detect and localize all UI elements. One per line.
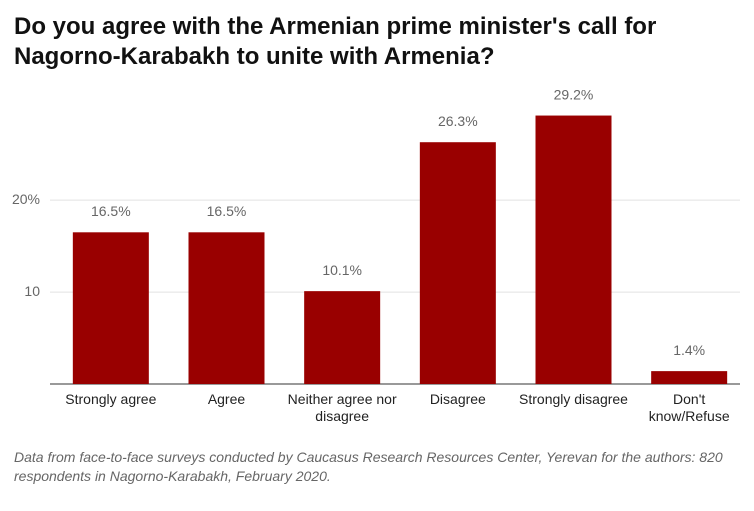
bar	[535, 115, 612, 384]
x-tick-label: Neither agree nor disagree	[287, 391, 397, 424]
value-label: 16.5%	[207, 203, 247, 219]
chart-title: Do you agree with the Armenian prime min…	[14, 13, 657, 70]
bar	[419, 142, 496, 384]
value-label: 26.3%	[438, 113, 478, 129]
value-label: 16.5%	[91, 203, 131, 219]
bar	[188, 232, 265, 384]
x-tick-label: Strongly agree	[65, 391, 157, 407]
source-note: Data from face-to-face surveys conducted…	[14, 449, 723, 484]
bar	[72, 232, 149, 384]
value-label: 29.2%	[554, 86, 594, 102]
x-tick-label: Don't know/Refuse	[648, 391, 730, 424]
x-tick-label: Disagree	[429, 391, 486, 407]
value-label: 1.4%	[673, 342, 705, 358]
bar	[304, 291, 381, 384]
x-tick-label: Agree	[207, 391, 246, 407]
y-tick-label: 20%	[12, 191, 40, 207]
x-tick-label: Strongly disagree	[519, 391, 628, 407]
value-label: 10.1%	[322, 262, 362, 278]
bar	[651, 371, 728, 384]
y-tick-label: 10	[24, 283, 40, 299]
